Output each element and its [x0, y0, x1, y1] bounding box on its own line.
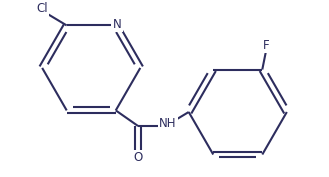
- Text: Cl: Cl: [36, 2, 48, 15]
- Text: N: N: [113, 18, 121, 31]
- Text: F: F: [263, 39, 269, 52]
- Text: NH: NH: [159, 117, 177, 130]
- Text: O: O: [134, 151, 143, 164]
